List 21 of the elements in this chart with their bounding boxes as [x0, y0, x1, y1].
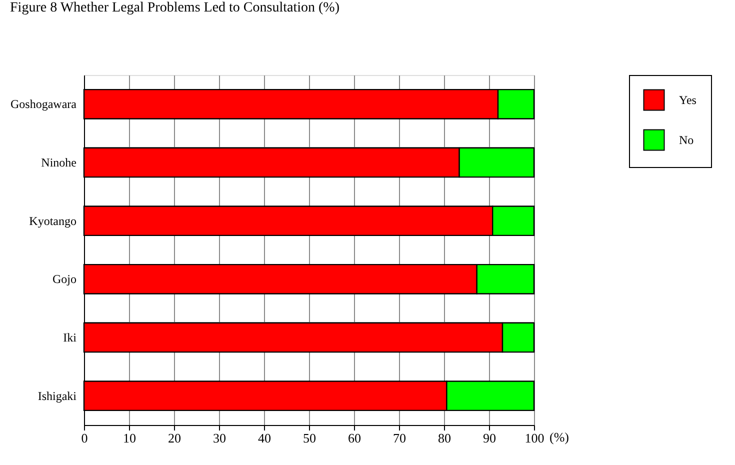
y-tick-label: Kyotango: [29, 214, 76, 228]
x-tick-label: 30: [213, 430, 226, 446]
x-axis-title: (%): [550, 430, 569, 444]
legend-label: No: [679, 133, 694, 147]
x-tick-label: 60: [348, 430, 361, 446]
x-tick-label: 100: [524, 430, 544, 446]
y-tick-label: Iki: [63, 330, 78, 344]
x-tick-label: 40: [258, 430, 271, 446]
x-tick-label: 10: [123, 430, 136, 446]
legend-label: Yes: [679, 93, 697, 107]
y-tick-label: Ishigaki: [38, 388, 78, 403]
x-tick-label: 70: [393, 430, 406, 446]
x-tick-label: 80: [438, 430, 451, 446]
chart-title: Figure 8 Whether Legal Problems Led to Consultation (%): [10, 0, 340, 16]
y-tick-label: Goshogawara: [10, 97, 78, 112]
y-tick-label: Ninohe: [41, 156, 76, 170]
x-tick-label: 0: [81, 430, 88, 446]
x-tick-label: 20: [168, 430, 181, 446]
x-tick-label: 50: [303, 430, 316, 446]
x-tick-label: 90: [483, 430, 496, 446]
y-tick-label: Gojo: [52, 272, 76, 286]
